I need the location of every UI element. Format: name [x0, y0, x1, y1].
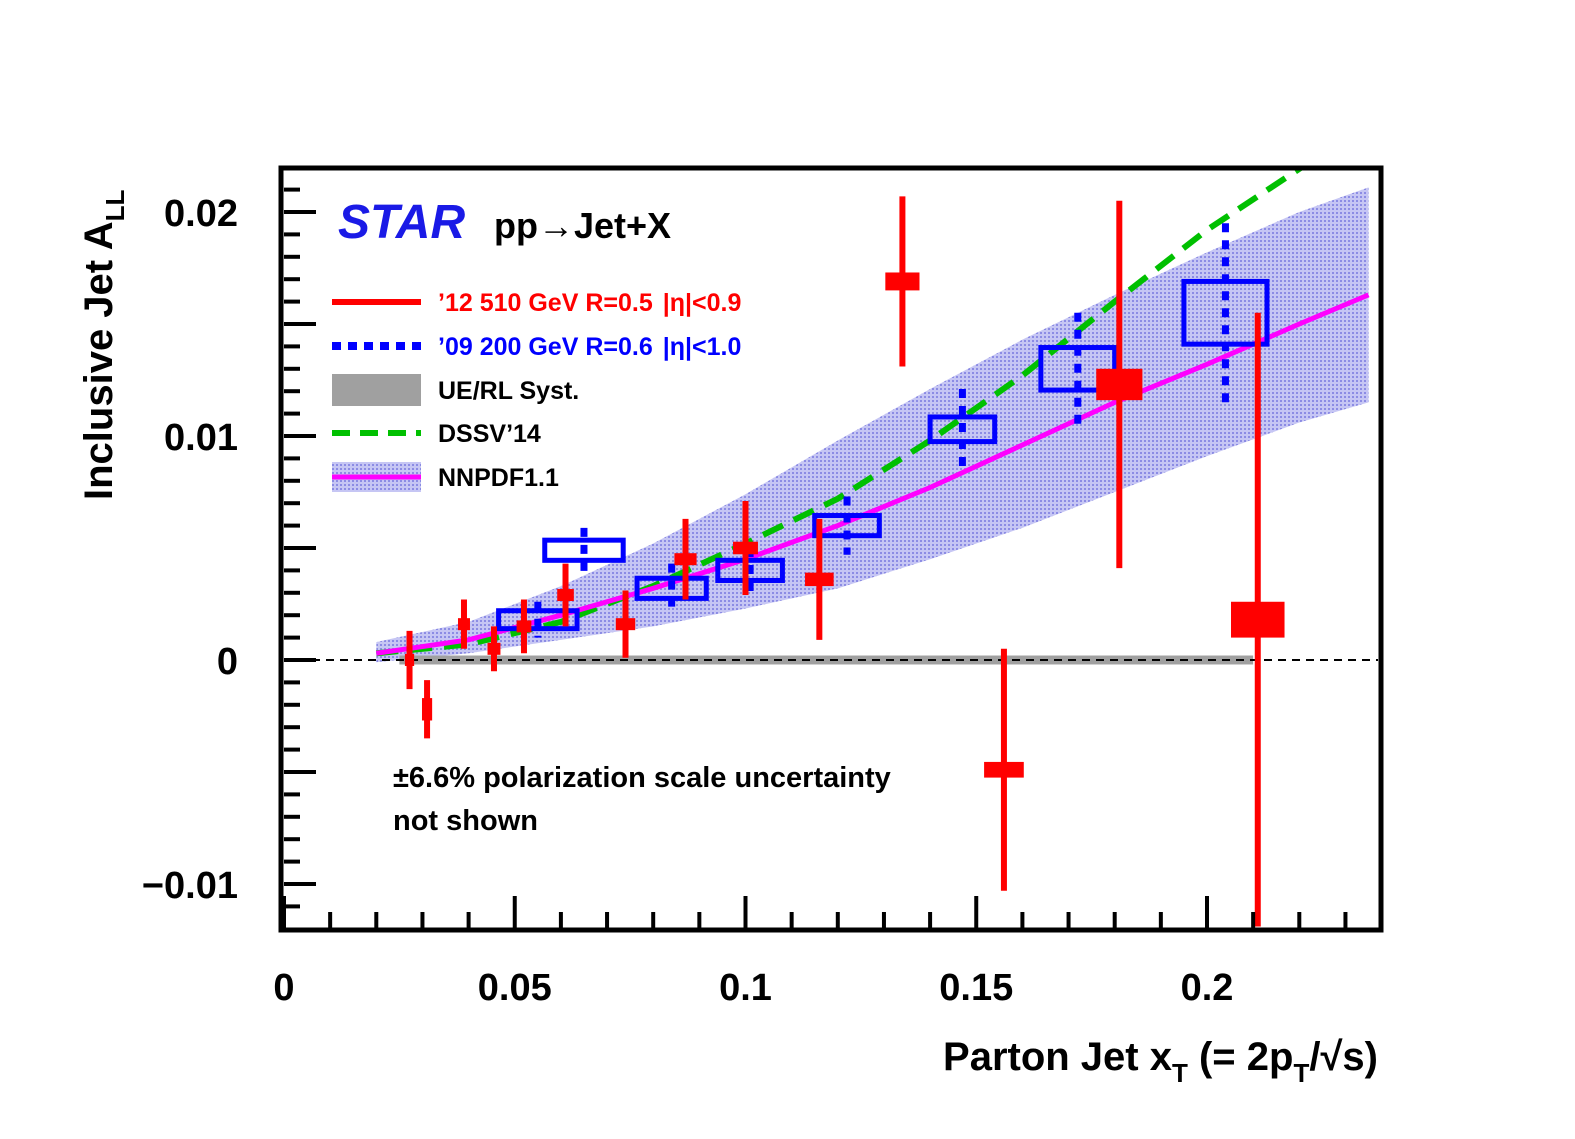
- axis-ticks: [282, 187, 1348, 928]
- tick-labels: 0 0.05 0.1 0.15 0.2 −0.01 0 0.01 0.02: [142, 193, 1234, 1009]
- ue-band-rect: [399, 655, 1254, 665]
- run12-point: [1230, 312, 1285, 927]
- run09-point: [812, 496, 882, 555]
- legend-label-text: UE/RL Syst.: [438, 377, 579, 405]
- legend-item: ’12 510 GeV R=0.5 |η|<0.9: [332, 289, 741, 317]
- run12-sys-box: [733, 541, 758, 555]
- process-title: pp→Jet+X: [494, 205, 671, 246]
- run09-point: [496, 601, 580, 638]
- legend-label: ’12 510 GeV R=0.5 |η|<0.9: [438, 289, 741, 317]
- run12-point: [733, 500, 758, 596]
- legend-label: ’09 200 GeV R=0.6 |η|<1.0: [438, 333, 741, 361]
- run09-point: [927, 388, 998, 470]
- legend-item: NNPDF1.1: [332, 462, 559, 492]
- run12-point: [1096, 200, 1143, 569]
- run12-point: [487, 626, 501, 672]
- x-axis-title-rest2: /√s): [1309, 1035, 1378, 1079]
- y-tick-label: 0: [217, 641, 238, 683]
- run09-point: [1181, 223, 1270, 403]
- run09-sys-box: [496, 608, 580, 632]
- run09-sys-box: [1181, 278, 1270, 347]
- y-tick-label: 0.01: [164, 417, 238, 459]
- x-tick-label: 0.15: [939, 967, 1013, 1009]
- y-axis-title-sub: LL: [100, 189, 130, 221]
- run12-point: [516, 599, 532, 654]
- legend-item: DSSV’14: [332, 420, 541, 448]
- run09-sys-box: [634, 575, 709, 601]
- run12-point: [674, 518, 697, 600]
- y-tick-label: −0.01: [142, 865, 238, 907]
- run12-sys-box: [557, 589, 574, 602]
- run09-sys-box: [542, 537, 626, 563]
- run12-point: [984, 648, 1024, 891]
- legend-label-text: ’09 200 GeV R=0.6: [438, 333, 653, 361]
- run12-sys-box: [615, 618, 636, 631]
- run12-sys-box: [984, 761, 1024, 778]
- run12-sys-box: [805, 572, 834, 587]
- plot-frame: [278, 165, 1384, 933]
- run12-point: [457, 599, 470, 649]
- legend-label: UE/RL Syst.: [438, 377, 579, 405]
- legend-item: UE/RL Syst.: [332, 374, 579, 406]
- x-axis-title-sub2: T: [1293, 1058, 1309, 1088]
- run12-sys-box: [516, 620, 532, 633]
- run12-sys-box: [1230, 601, 1285, 638]
- legend-label-text: DSSV’14: [438, 420, 541, 448]
- run09-sys-box: [715, 557, 785, 583]
- nnpdf-curve: [375, 292, 1370, 656]
- legend-item: ’09 200 GeV R=0.6 |η|<1.0: [332, 333, 741, 361]
- run12-sys-box: [674, 553, 697, 566]
- run12-point: [404, 630, 415, 690]
- note-line-1: ±6.6% polarization scale uncertainty: [393, 762, 891, 794]
- run12-point: [805, 518, 834, 640]
- run12-point: [885, 196, 920, 367]
- run12-sys-box: [457, 618, 470, 631]
- run12-sys-box: [421, 698, 433, 721]
- legend-label-text: ’12 510 GeV R=0.5: [438, 289, 653, 317]
- run12-sys-box: [487, 642, 501, 655]
- x-tick-label: 0.05: [478, 967, 552, 1009]
- legend: ’12 510 GeV R=0.5 |η|<0.9 ’09 200 GeV R=0.…: [332, 289, 741, 492]
- run09-point: [634, 563, 709, 613]
- legend-label: NNPDF1.1: [438, 464, 559, 492]
- y-tick-label: 0.02: [164, 193, 238, 235]
- y-axis-title-main: Inclusive Jet A: [77, 221, 121, 500]
- legend-label-text: NNPDF1.1: [438, 464, 559, 492]
- run12-data-series: [404, 196, 1285, 927]
- legend-label: DSSV’14: [438, 420, 541, 448]
- x-tick-label: 0.2: [1181, 967, 1234, 1009]
- ue-rl-systematic-band: [399, 655, 1254, 665]
- legend-label-eta: |η|<1.0: [663, 333, 742, 361]
- x-axis-title: Parton Jet xT (= 2pT/√s): [943, 1035, 1378, 1088]
- x-axis-title-main: Parton Jet x: [943, 1035, 1172, 1079]
- legend-swatch-band: [332, 374, 421, 406]
- run12-sys-box: [404, 654, 415, 666]
- run12-sys-box: [1096, 368, 1143, 401]
- x-axis-title-sub: T: [1172, 1058, 1188, 1088]
- run09-point: [715, 548, 785, 593]
- run09-sys-box: [812, 513, 882, 539]
- run09-point: [542, 527, 626, 573]
- y-axis-title: Inclusive Jet ALL: [77, 189, 130, 500]
- run09-sys-box: [927, 414, 998, 445]
- run12-point: [615, 590, 636, 658]
- run12-point: [421, 680, 433, 739]
- brand-title: STAR: [338, 196, 465, 249]
- note-line-2: not shown: [393, 805, 538, 837]
- run12-point: [557, 563, 574, 627]
- x-tick-label: 0.1: [719, 967, 772, 1009]
- x-axis-title-rest1: (= 2p: [1188, 1035, 1294, 1079]
- run12-sys-box: [885, 272, 920, 291]
- x-tick-label: 0: [273, 967, 294, 1009]
- legend-label-eta: |η|<0.9: [663, 289, 742, 317]
